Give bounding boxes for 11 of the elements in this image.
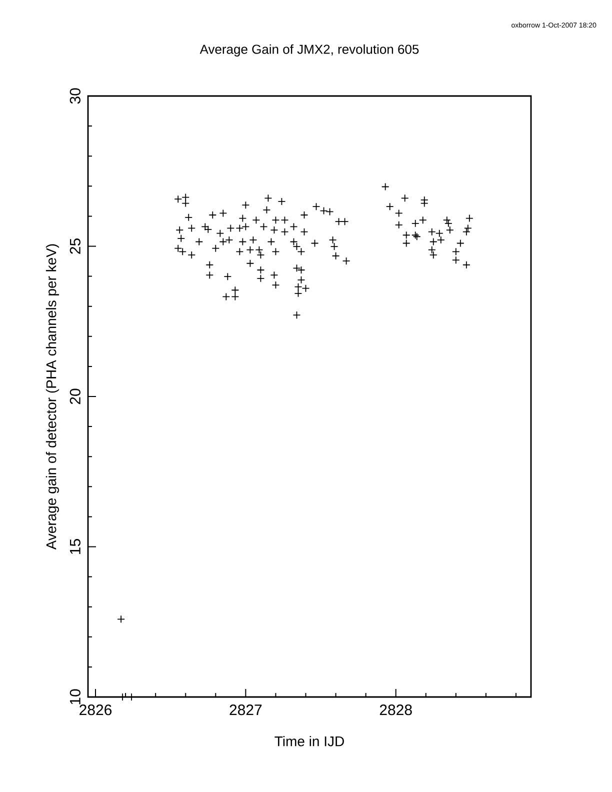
y-tick-label: 30 <box>70 88 80 104</box>
x-tick-label: 2826 <box>80 704 112 716</box>
y-tick-label: 20 <box>70 388 80 404</box>
x-axis-title: Time in IJD <box>274 736 344 746</box>
y-tick-label: 10 <box>70 689 80 704</box>
chart-title: Average Gain of JMX2, revolution 605 <box>200 44 419 56</box>
x-tick-label: 2827 <box>230 704 262 716</box>
y-axis-title: Average gain of detector (PHA channels per keV) <box>46 244 59 550</box>
y-tick-label: 15 <box>70 539 80 554</box>
x-tick-label: 2828 <box>380 704 412 716</box>
y-tick-label: 25 <box>70 238 80 254</box>
